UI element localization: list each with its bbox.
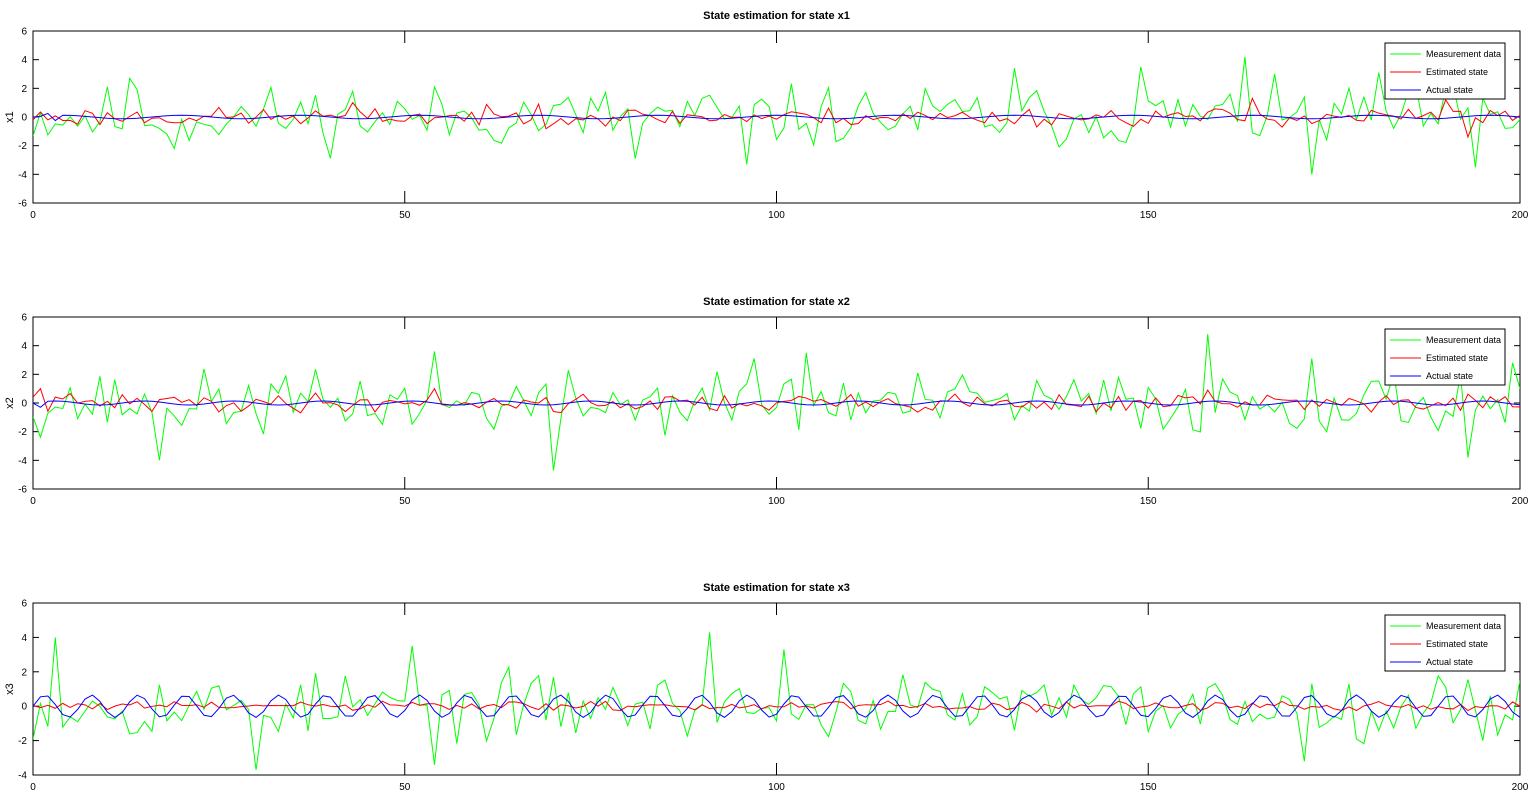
y-tick-label: 6: [21, 599, 27, 610]
y-tick-label: 0: [21, 702, 27, 713]
chart-title: State estimation for state x3: [703, 582, 850, 594]
series-line-2: [33, 700, 1520, 713]
series-line-3: [33, 112, 1520, 122]
y-tick-label: 4: [21, 55, 27, 66]
legend-label: Actual state: [1426, 657, 1473, 667]
legend: Measurement data Estimated state Actual st…: [1384, 328, 1506, 386]
series-line-1: [33, 56, 1520, 175]
legend: Measurement data Estimated state Actual st…: [1384, 614, 1506, 672]
legend-label: Measurement data: [1426, 621, 1501, 631]
y-tick-label: 4: [21, 633, 27, 644]
y-tick-label: -2: [18, 427, 27, 438]
y-tick-label: 0: [21, 113, 27, 124]
y-tick-label: 6: [21, 313, 27, 324]
y-tick-label: 6: [21, 27, 27, 38]
y-tick-label: -2: [18, 736, 27, 747]
y-tick-label: -6: [18, 199, 27, 210]
series-line-3: [33, 400, 1520, 408]
y-axis-label: x1: [4, 111, 16, 123]
legend-label: Estimated state: [1426, 353, 1488, 363]
legend-label: Actual state: [1426, 371, 1473, 381]
plot-frame: [32, 602, 1521, 776]
chart-title: State estimation for state x2: [703, 296, 850, 308]
x-tick-label: 100: [768, 496, 785, 507]
y-tick-label: -4: [18, 456, 27, 467]
x-tick-label: 150: [1140, 782, 1157, 793]
x-tick-label: 150: [1140, 210, 1157, 221]
series-line-1: [33, 334, 1520, 471]
x-tick-label: 0: [30, 782, 36, 793]
y-tick-label: 2: [21, 667, 27, 678]
series-line-2: [33, 387, 1520, 414]
series-line-1: [33, 632, 1520, 770]
legend-label: Estimated state: [1426, 67, 1488, 77]
legend-label: Measurement data: [1426, 335, 1501, 345]
x-tick-label: 200: [1512, 210, 1529, 221]
y-tick-label: 4: [21, 341, 27, 352]
y-axis-label: x3: [4, 683, 16, 695]
x-tick-label: 100: [768, 782, 785, 793]
chart-title: State estimation for state x1: [703, 10, 850, 22]
series-line-3: [33, 694, 1520, 718]
x-tick-label: 50: [399, 496, 411, 507]
legend-label: Estimated state: [1426, 639, 1488, 649]
legend-label: Actual state: [1426, 85, 1473, 95]
legend: Measurement data Estimated state Actual st…: [1384, 42, 1506, 100]
y-tick-label: -4: [18, 771, 27, 782]
x-tick-label: 0: [30, 210, 36, 221]
x-tick-label: 200: [1512, 782, 1529, 793]
legend-label: Measurement data: [1426, 49, 1501, 59]
chart-1: State estimation for state x1 x1 0 50 100 150…: [4, 10, 1529, 221]
chart-2: State estimation for state x2 x2 0 50 100 150…: [4, 296, 1529, 507]
y-tick-label: 2: [21, 84, 27, 95]
y-tick-label: -2: [18, 141, 27, 152]
x-tick-label: 100: [768, 210, 785, 221]
x-tick-label: 50: [399, 210, 411, 221]
y-tick-label: -4: [18, 170, 27, 181]
x-tick-label: 200: [1512, 496, 1529, 507]
y-tick-label: -6: [18, 485, 27, 496]
x-tick-label: 0: [30, 496, 36, 507]
x-tick-label: 150: [1140, 496, 1157, 507]
y-axis-label: x2: [4, 397, 16, 409]
y-tick-label: 0: [21, 399, 27, 410]
chart-3: State estimation for state x3 x3 0 50 100 150…: [4, 582, 1529, 793]
x-tick-label: 50: [399, 782, 411, 793]
y-tick-label: 2: [21, 370, 27, 381]
